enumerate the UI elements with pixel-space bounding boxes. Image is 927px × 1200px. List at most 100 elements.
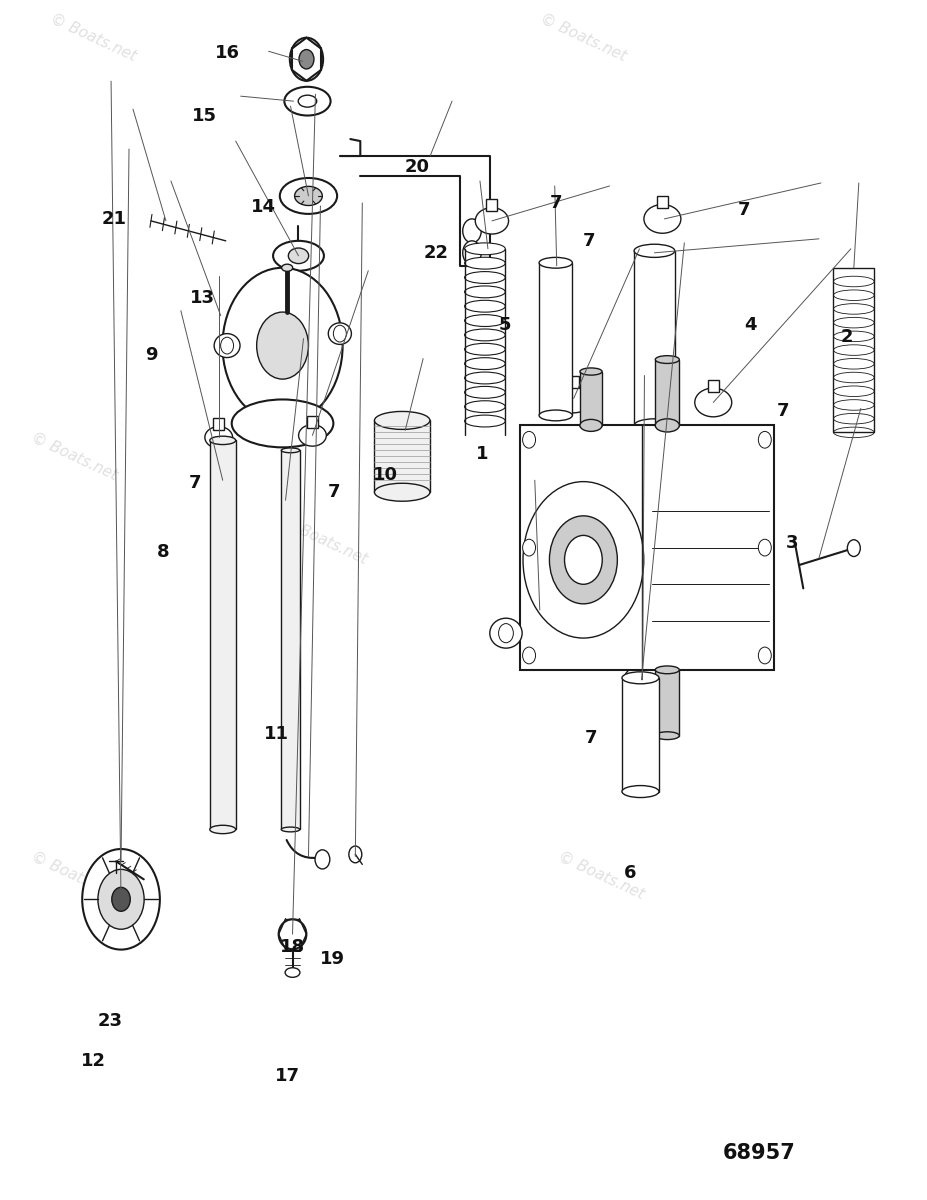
Circle shape <box>758 539 771 556</box>
Circle shape <box>315 850 330 869</box>
Ellipse shape <box>464 358 505 370</box>
Circle shape <box>334 325 347 342</box>
Circle shape <box>83 850 159 949</box>
Ellipse shape <box>464 300 505 312</box>
Ellipse shape <box>210 826 235 834</box>
Bar <box>833 268 874 432</box>
Bar <box>707 379 718 391</box>
Text: 7: 7 <box>550 193 562 211</box>
Text: 16: 16 <box>215 44 240 62</box>
Ellipse shape <box>644 204 681 233</box>
Ellipse shape <box>540 410 572 421</box>
Ellipse shape <box>464 372 505 384</box>
Ellipse shape <box>214 334 240 358</box>
Text: 2: 2 <box>841 328 853 346</box>
Ellipse shape <box>655 421 679 430</box>
Circle shape <box>112 887 131 911</box>
Circle shape <box>550 516 617 604</box>
Ellipse shape <box>298 425 326 446</box>
Bar <box>375 420 430 492</box>
Text: 23: 23 <box>98 1013 123 1031</box>
Ellipse shape <box>540 257 572 268</box>
Ellipse shape <box>634 419 675 432</box>
Text: 10: 10 <box>373 467 398 485</box>
Text: 8: 8 <box>157 544 170 562</box>
Ellipse shape <box>655 732 679 739</box>
Bar <box>655 360 679 426</box>
Ellipse shape <box>295 186 323 205</box>
Text: © Boats.net: © Boats.net <box>556 430 647 482</box>
Ellipse shape <box>634 245 675 257</box>
Text: © Boats.net: © Boats.net <box>29 848 120 902</box>
Text: 7: 7 <box>328 484 340 502</box>
Circle shape <box>523 431 536 448</box>
Ellipse shape <box>464 401 505 413</box>
Circle shape <box>758 647 771 664</box>
Text: 5: 5 <box>499 316 512 334</box>
Ellipse shape <box>464 343 505 355</box>
Ellipse shape <box>279 919 307 949</box>
Ellipse shape <box>282 264 293 271</box>
Text: 7: 7 <box>777 402 790 420</box>
Ellipse shape <box>694 388 731 416</box>
Ellipse shape <box>205 427 233 448</box>
Text: 14: 14 <box>250 198 275 216</box>
Ellipse shape <box>464 386 505 398</box>
Text: © Boats.net: © Boats.net <box>29 430 120 482</box>
Ellipse shape <box>464 242 505 254</box>
Circle shape <box>523 647 536 664</box>
Text: 19: 19 <box>320 950 345 968</box>
Text: © Boats.net: © Boats.net <box>556 848 647 902</box>
Ellipse shape <box>464 271 505 283</box>
Ellipse shape <box>580 420 603 431</box>
Circle shape <box>499 624 514 643</box>
Circle shape <box>565 535 603 584</box>
Bar <box>307 416 318 428</box>
Text: 9: 9 <box>145 346 158 364</box>
Circle shape <box>463 218 481 242</box>
Text: 11: 11 <box>264 725 289 743</box>
Text: 12: 12 <box>82 1052 107 1070</box>
Ellipse shape <box>655 355 679 364</box>
Ellipse shape <box>655 666 679 673</box>
Text: 20: 20 <box>405 157 430 175</box>
Ellipse shape <box>476 208 509 234</box>
Bar <box>540 263 572 415</box>
Text: 1: 1 <box>476 445 489 463</box>
Circle shape <box>222 268 343 424</box>
Ellipse shape <box>489 618 522 648</box>
Ellipse shape <box>555 384 592 413</box>
Ellipse shape <box>464 286 505 298</box>
Ellipse shape <box>285 86 331 115</box>
Circle shape <box>847 540 860 557</box>
Ellipse shape <box>580 422 603 428</box>
Ellipse shape <box>281 448 299 452</box>
Ellipse shape <box>375 484 430 502</box>
Text: 15: 15 <box>192 107 217 125</box>
Text: 21: 21 <box>102 210 127 228</box>
Ellipse shape <box>298 95 317 107</box>
Bar <box>487 199 498 211</box>
Text: 7: 7 <box>583 232 595 250</box>
Circle shape <box>221 337 234 354</box>
Circle shape <box>349 846 362 863</box>
Ellipse shape <box>273 241 324 271</box>
Text: 18: 18 <box>280 938 305 956</box>
Text: 4: 4 <box>743 316 756 334</box>
Circle shape <box>299 49 314 68</box>
Circle shape <box>758 431 771 448</box>
Ellipse shape <box>288 248 309 264</box>
Text: 17: 17 <box>275 1068 300 1086</box>
Ellipse shape <box>464 415 505 427</box>
Text: 7: 7 <box>585 728 597 746</box>
Text: © Boats.net: © Boats.net <box>279 514 370 566</box>
Circle shape <box>523 539 536 556</box>
Bar <box>580 372 603 426</box>
Ellipse shape <box>286 967 300 977</box>
Ellipse shape <box>232 400 334 448</box>
Text: 3: 3 <box>785 534 798 552</box>
Bar <box>657 196 668 208</box>
Ellipse shape <box>580 368 603 376</box>
Bar <box>520 426 774 670</box>
Ellipse shape <box>624 666 661 694</box>
